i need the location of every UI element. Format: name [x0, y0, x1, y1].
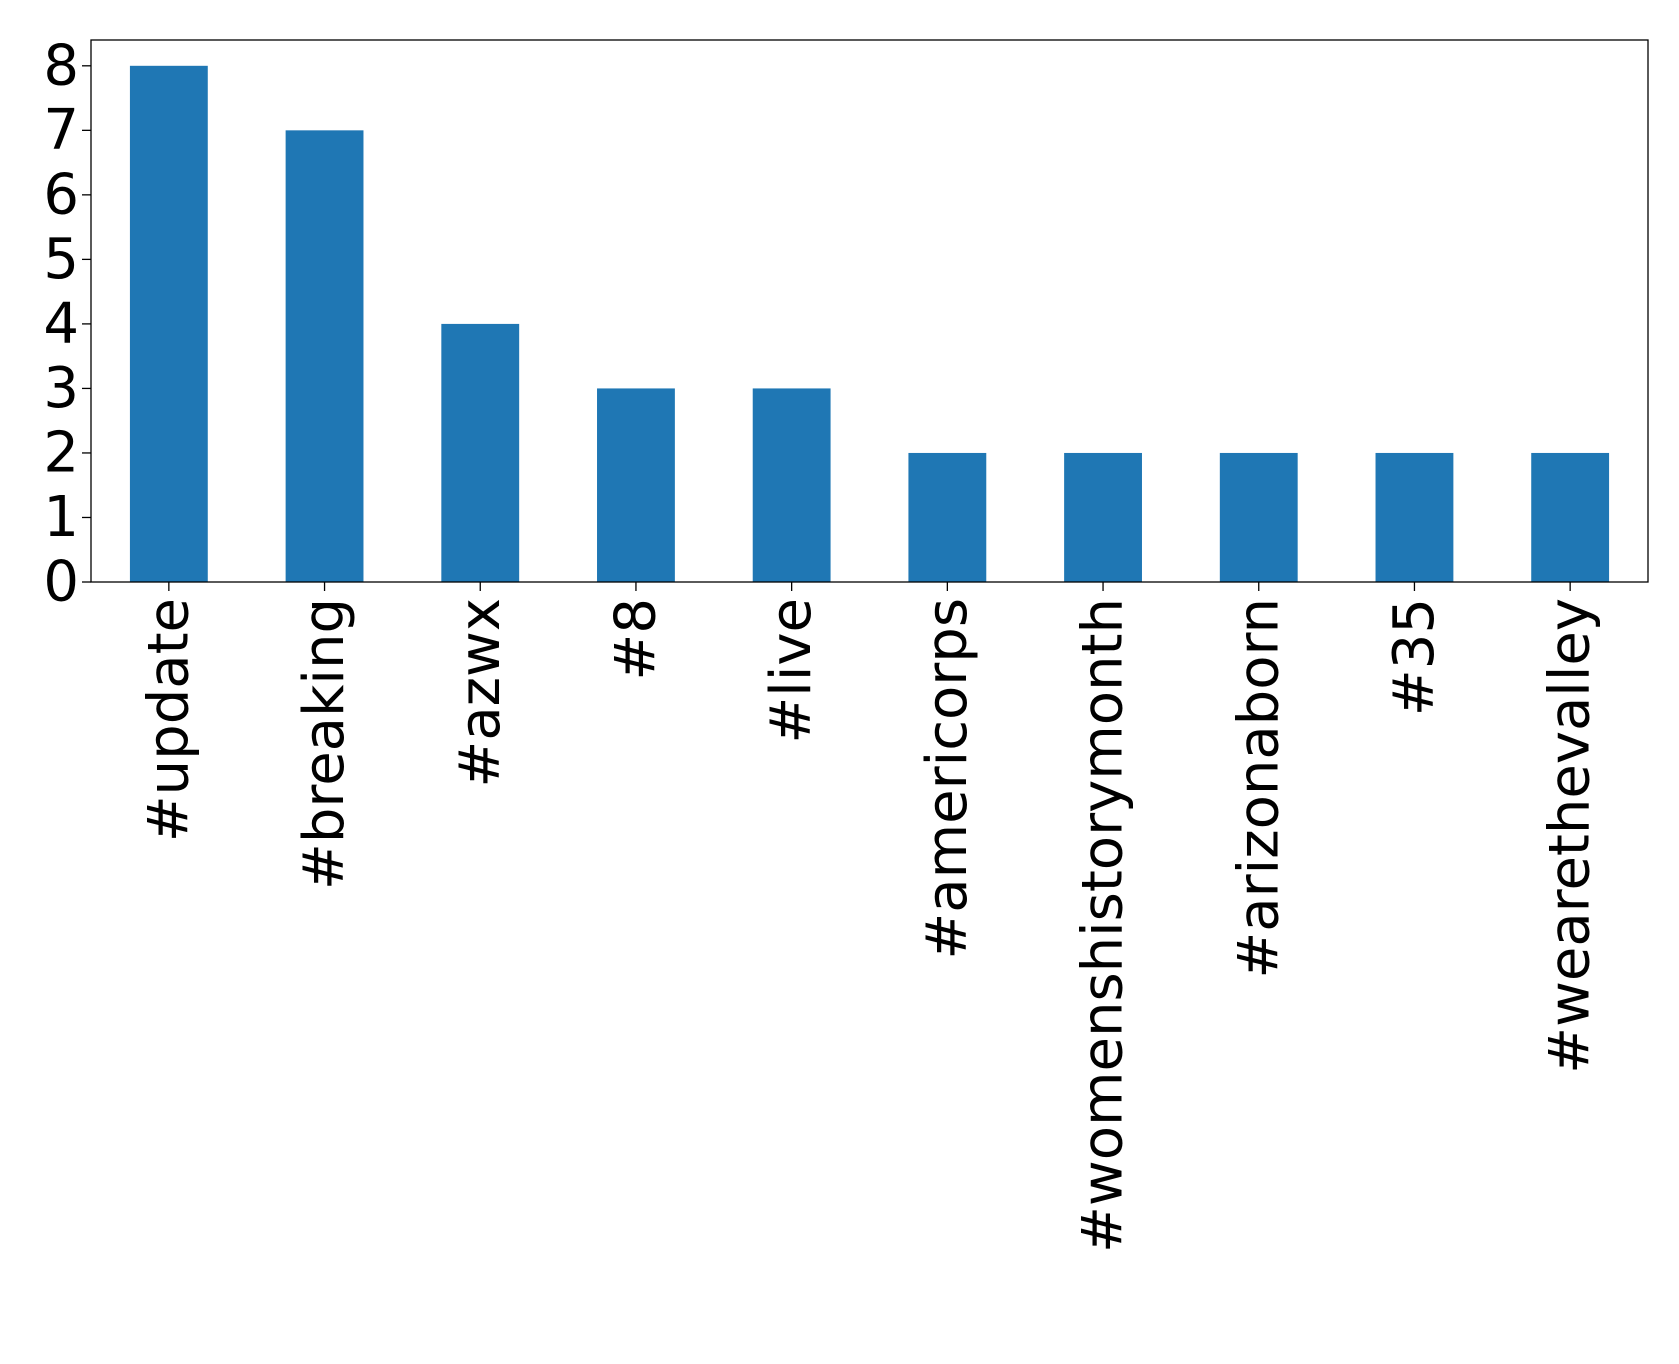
y-tick-label: 0 [43, 550, 79, 615]
y-tick-label: 5 [43, 227, 79, 292]
y-tick-label: 8 [43, 33, 79, 98]
x-tick-label: #americorps [915, 598, 980, 960]
x-tick-label: #womenshistorymonth [1071, 598, 1136, 1253]
x-tick-label: #arizonaborn [1226, 598, 1291, 979]
bar-wearethevalley [1531, 452, 1610, 582]
bar-arizonaborn [1219, 452, 1298, 582]
y-tick-label: 6 [43, 162, 79, 227]
bar-live [752, 388, 831, 582]
plot-frame [90, 39, 1649, 583]
bars-layer [129, 65, 1610, 583]
bar-8 [597, 388, 675, 582]
x-tick-label: #35 [1382, 598, 1447, 716]
y-tick-label: 7 [43, 98, 79, 163]
y-tick-label: 2 [43, 420, 79, 485]
x-axis: #update #breaking #azwx #8 #live #americorps #… [136, 582, 1603, 1253]
bar-azwx [441, 323, 520, 582]
bar-womenshistorymonth [1064, 452, 1142, 582]
x-tick-label: #live [759, 598, 824, 744]
y-tick-label: 1 [43, 485, 79, 550]
bar-update [129, 65, 208, 583]
x-tick-label: #update [136, 598, 201, 842]
y-tick-label: 4 [43, 291, 79, 356]
bar-americorps [908, 452, 987, 582]
bar-35 [1375, 452, 1454, 582]
y-tick-label: 3 [43, 356, 79, 421]
bar-breaking [285, 130, 364, 583]
x-tick-label: #azwx [448, 598, 513, 788]
x-tick-label: #breaking [292, 598, 357, 890]
x-tick-label: #8 [603, 598, 668, 681]
x-tick-label: #wearethevalley [1538, 598, 1603, 1074]
